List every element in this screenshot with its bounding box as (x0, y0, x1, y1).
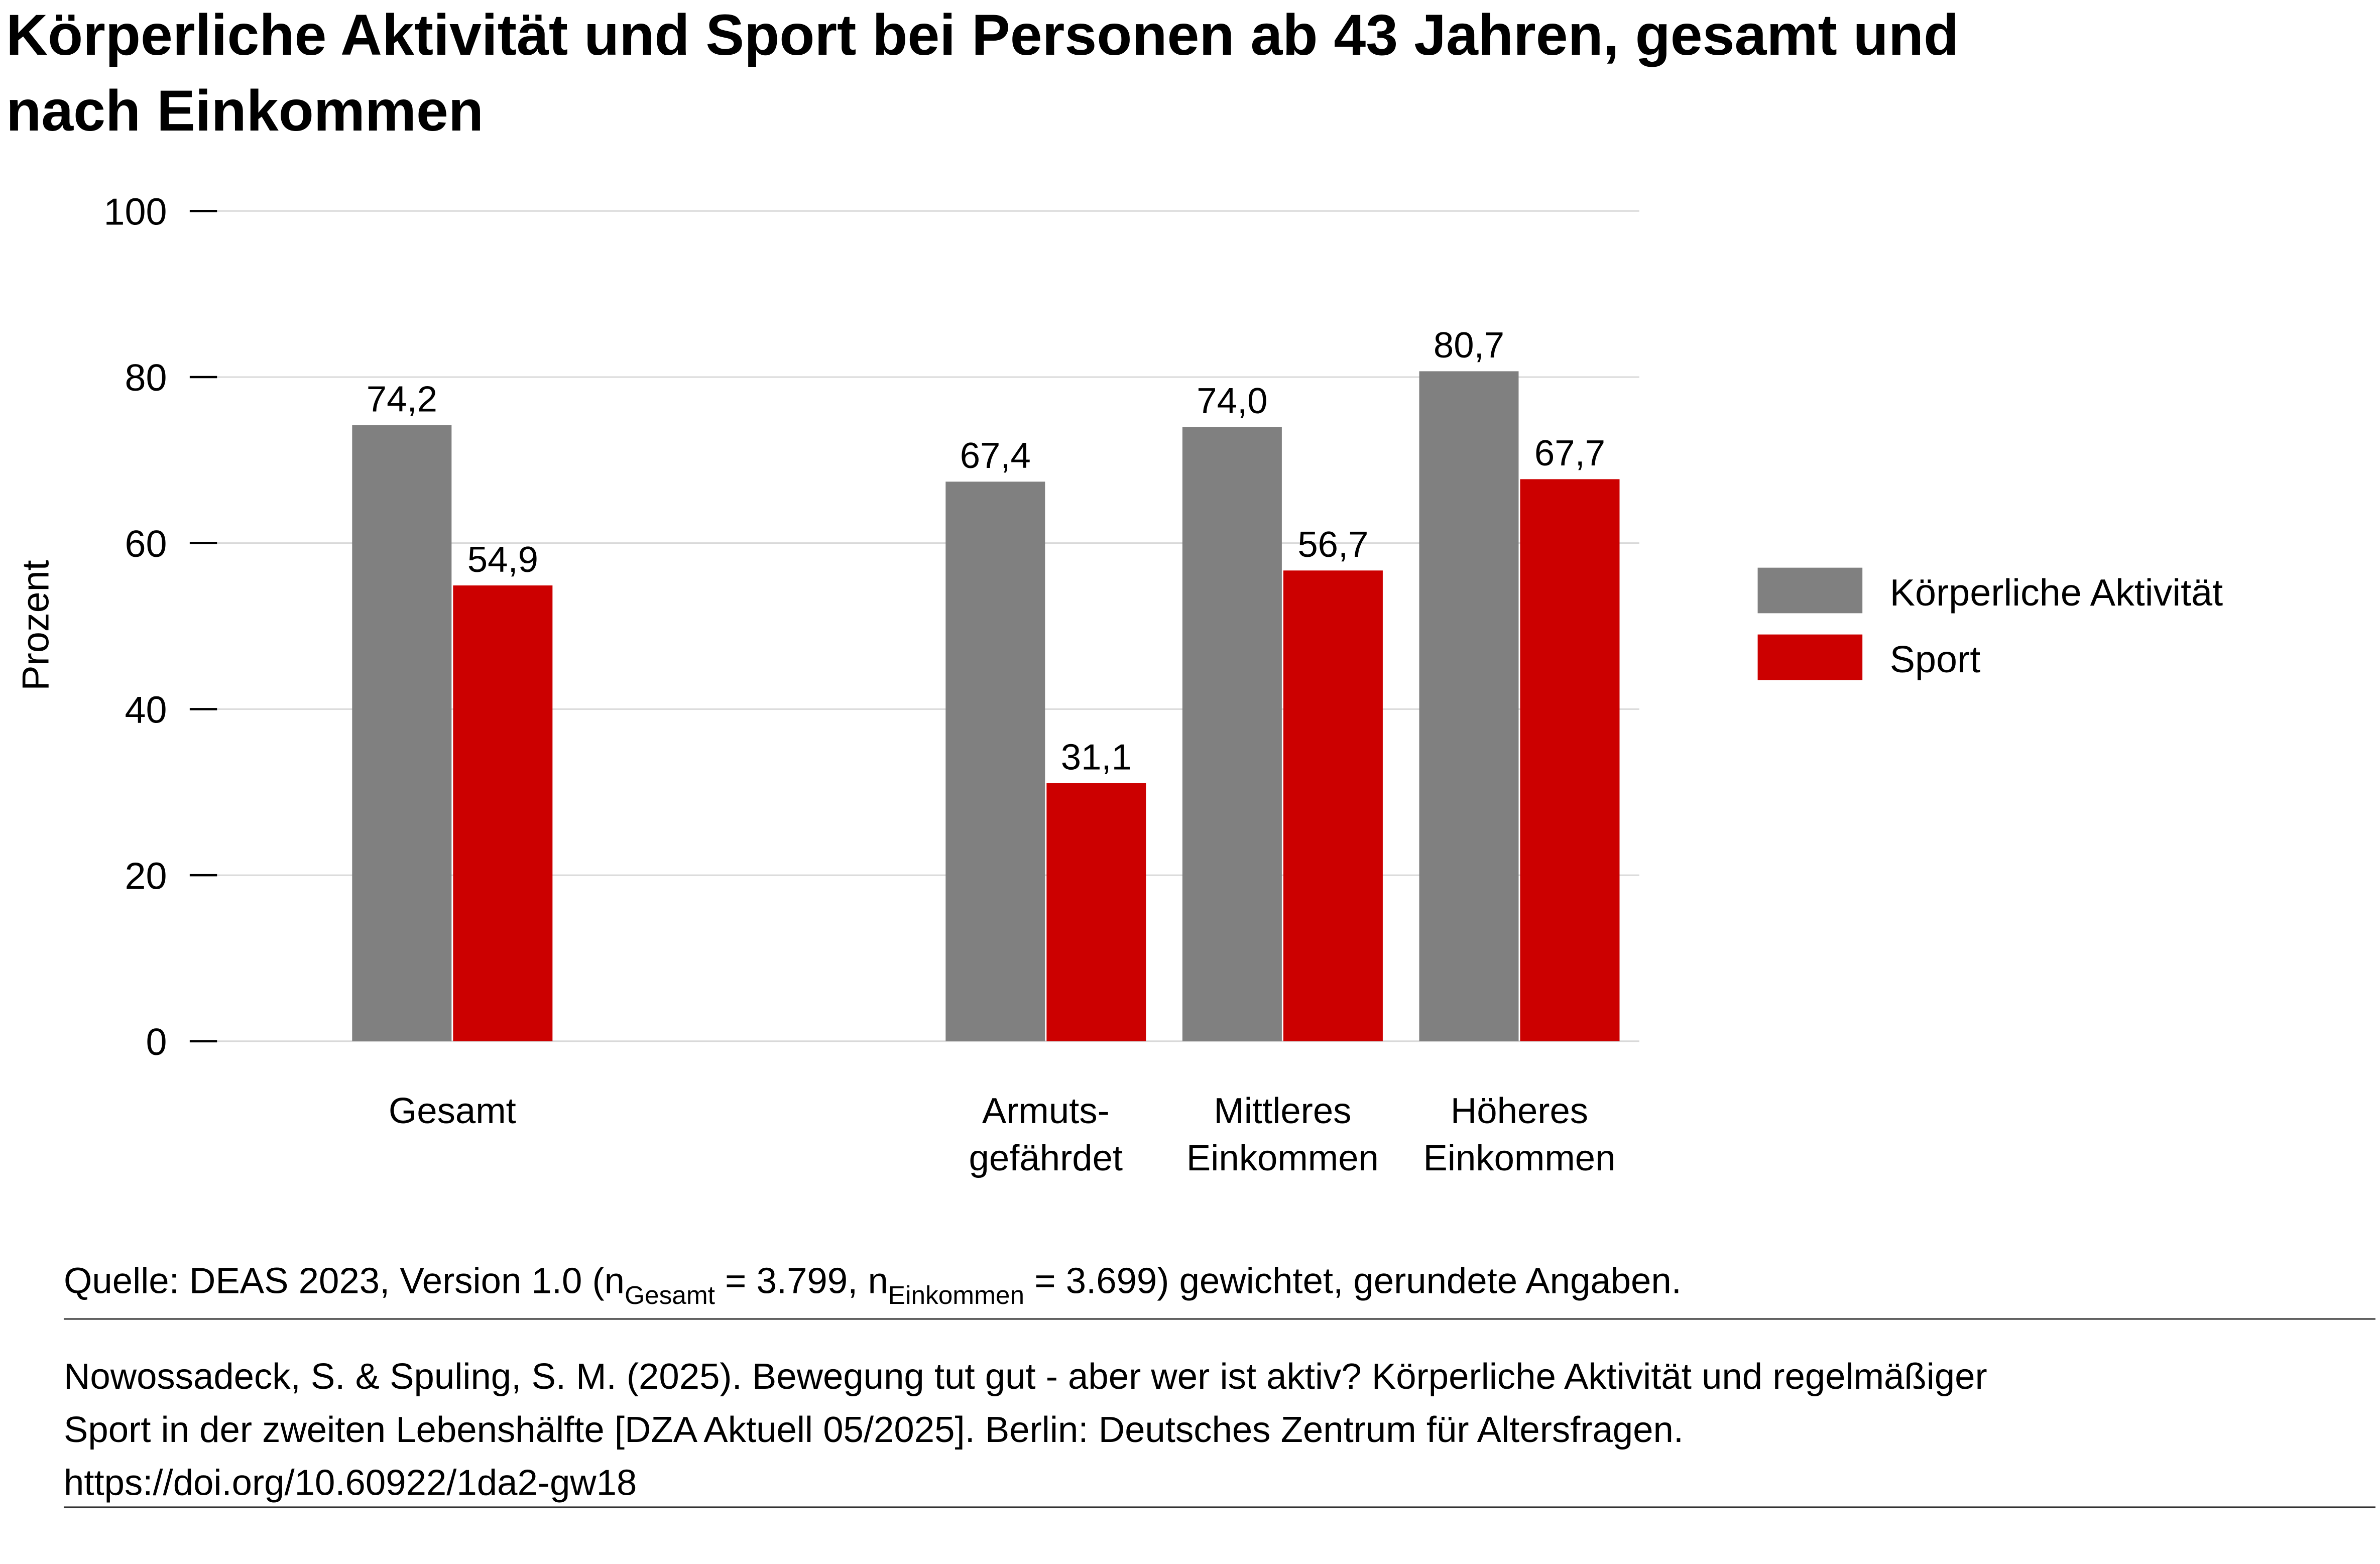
source-note: Quelle: DEAS 2023, Version 1.0 (nGesamt … (64, 1261, 1682, 1309)
data-label: 67,7 (1534, 433, 1605, 473)
citation-line-1: Nowossadeck, S. & Spuling, S. M. (2025).… (64, 1356, 1987, 1397)
data-label: 74,0 (1197, 381, 1267, 421)
y-tick-label: 100 (103, 191, 167, 233)
citation-link[interactable]: https://doi.org/10.60922/1da2-gw18 (64, 1463, 637, 1503)
y-tick-label: 40 (125, 689, 167, 732)
data-label: 54,9 (467, 539, 538, 580)
legend-label: Körperliche Aktivität (1890, 572, 2223, 614)
bar (352, 425, 452, 1041)
bar (1419, 371, 1519, 1041)
bar (1046, 783, 1146, 1041)
legend-label: Sport (1890, 639, 1981, 681)
legend-swatch (1757, 634, 1863, 680)
data-label: 74,2 (367, 379, 437, 420)
x-category-label: Höheres (1451, 1091, 1588, 1131)
y-tick-label: 60 (125, 523, 167, 565)
data-label: 80,7 (1434, 325, 1504, 366)
x-category-label: Einkommen (1423, 1138, 1615, 1178)
bar (1520, 479, 1620, 1041)
data-label: 56,7 (1297, 524, 1368, 565)
legend-swatch (1757, 567, 1863, 614)
y-tick-label: 80 (125, 357, 167, 399)
y-axis-label: Prozent (15, 560, 57, 690)
x-category-label: Einkommen (1186, 1138, 1379, 1178)
x-category-label: gefährdet (969, 1138, 1123, 1178)
bar (1283, 570, 1383, 1041)
x-category-label: Armuts- (982, 1091, 1110, 1131)
citation-line-2: Sport in der zweiten Lebenshälfte [DZA A… (64, 1409, 1684, 1450)
x-category-label: Gesamt (389, 1091, 516, 1131)
chart-title-line-2: nach Einkommen (6, 79, 484, 143)
bar (1182, 427, 1282, 1041)
data-label: 31,1 (1061, 737, 1132, 777)
x-category-label: Mittleres (1214, 1091, 1351, 1131)
chart-title-line-1: Körperliche Aktivität und Sport bei Pers… (6, 3, 1959, 67)
bar (453, 585, 553, 1041)
y-tick-label: 0 (146, 1021, 167, 1063)
y-tick-label: 20 (125, 855, 167, 897)
bar (945, 482, 1045, 1041)
data-label: 67,4 (960, 435, 1031, 476)
